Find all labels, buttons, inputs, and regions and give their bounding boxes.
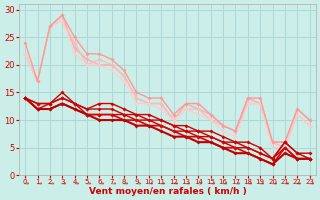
Text: ↗: ↗: [108, 181, 115, 187]
Text: ↗: ↗: [269, 181, 276, 187]
Text: ↗: ↗: [84, 181, 90, 187]
Text: ↗: ↗: [207, 181, 214, 187]
Text: ↗: ↗: [220, 181, 227, 187]
Text: ↗: ↗: [232, 181, 239, 187]
Text: ↗: ↗: [158, 181, 164, 187]
Text: ↗: ↗: [170, 181, 177, 187]
Text: ↗: ↗: [182, 181, 189, 187]
Text: ↗: ↗: [121, 181, 127, 187]
Text: ↗: ↗: [71, 181, 78, 187]
Text: ↗: ↗: [133, 181, 140, 187]
Text: ↗: ↗: [96, 181, 103, 187]
Text: ↗: ↗: [294, 181, 301, 187]
Text: ↗: ↗: [257, 181, 264, 187]
Text: ↗: ↗: [34, 181, 41, 187]
Text: ↗: ↗: [306, 181, 313, 187]
Text: ↗: ↗: [244, 181, 251, 187]
Text: ↗: ↗: [195, 181, 202, 187]
Text: ↗: ↗: [46, 181, 53, 187]
Text: ↗: ↗: [59, 181, 66, 187]
Text: ↗: ↗: [22, 181, 28, 187]
Text: ↗: ↗: [145, 181, 152, 187]
X-axis label: Vent moyen/en rafales ( km/h ): Vent moyen/en rafales ( km/h ): [89, 187, 246, 196]
Text: ↗: ↗: [282, 181, 288, 187]
